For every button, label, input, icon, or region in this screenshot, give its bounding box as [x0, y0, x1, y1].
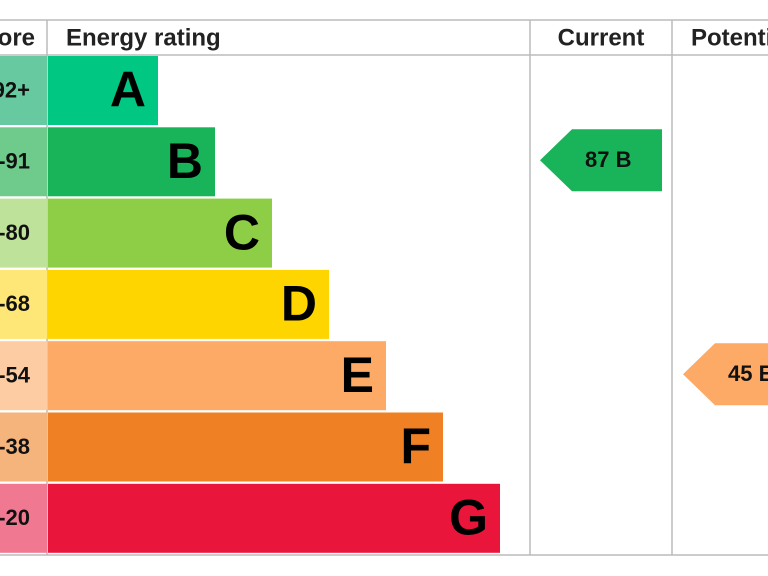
band-letter: D: [281, 276, 317, 332]
score-range: 21-38: [0, 434, 30, 459]
band-bar: [48, 412, 443, 482]
header-rating: Energy rating: [66, 24, 221, 51]
header-score: Score: [0, 24, 35, 51]
band-bar: [48, 127, 215, 197]
header-current: Current: [558, 24, 645, 51]
potential-label: 45 E: [728, 361, 768, 386]
score-range: 1-20: [0, 505, 30, 530]
band-bar: [48, 341, 386, 411]
band-letter: A: [110, 62, 146, 118]
score-cell: [0, 56, 47, 125]
band-bar: [48, 56, 158, 125]
score-cell: [0, 483, 47, 553]
band-bar: [48, 483, 500, 553]
score-cell: [0, 412, 47, 482]
band-letter: B: [167, 133, 203, 189]
band-letter: C: [224, 204, 260, 260]
band-letter: G: [449, 490, 488, 546]
score-cell: [0, 127, 47, 197]
score-range: 55-68: [0, 291, 30, 316]
band-letter: F: [400, 418, 431, 474]
score-range: 39-54: [0, 363, 31, 388]
potential-arrow: [683, 343, 768, 406]
score-range: 69-80: [0, 220, 30, 245]
band-bar: [48, 198, 272, 268]
current-label: 87 B: [585, 147, 631, 172]
band-letter: E: [341, 347, 374, 403]
score-cell: [0, 269, 47, 339]
score-range: 81-91: [0, 149, 30, 174]
header-potential: Potential: [691, 24, 768, 51]
score-cell: [0, 341, 47, 411]
current-arrow: [540, 129, 662, 192]
band-bar: [48, 269, 329, 339]
score-range: 92+: [0, 77, 30, 102]
score-cell: [0, 198, 47, 268]
